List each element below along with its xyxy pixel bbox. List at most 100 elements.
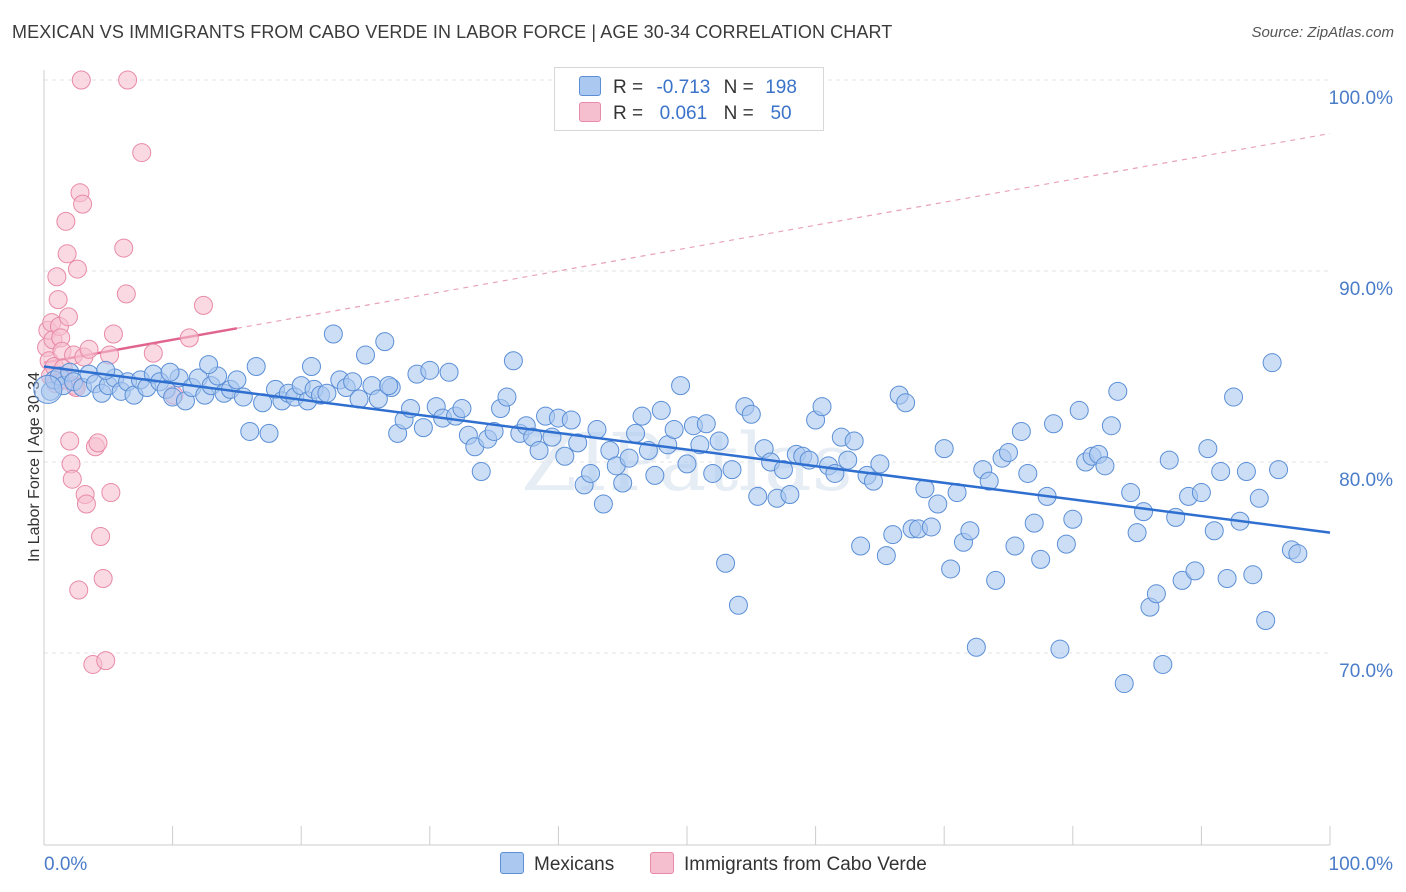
point-mexicans — [696, 414, 716, 434]
point-cabo-verde — [73, 194, 93, 214]
point-mexicans — [1101, 416, 1121, 436]
point-mexicans — [227, 370, 247, 390]
point-mexicans — [690, 435, 710, 455]
gridlines — [44, 79, 1330, 654]
point-mexicans — [941, 559, 961, 579]
point-mexicans — [934, 439, 954, 459]
point-mexicans — [1095, 456, 1115, 476]
point-mexicans — [915, 479, 935, 499]
legend-r-value: 0.061 — [659, 103, 708, 124]
point-mexicans — [581, 463, 601, 483]
point-cabo-verde — [62, 469, 82, 489]
point-mexicans — [452, 399, 472, 419]
point-cabo-verde — [114, 238, 134, 258]
point-mexicans — [851, 536, 871, 556]
point-mexicans — [1146, 584, 1166, 604]
point-mexicans — [1288, 544, 1308, 564]
point-mexicans — [413, 418, 433, 438]
point-mexicans — [568, 433, 588, 453]
point-cabo-verde — [132, 143, 152, 163]
point-mexicans — [420, 360, 440, 380]
point-cabo-verde — [88, 433, 108, 453]
point-mexicans — [664, 420, 684, 440]
point-cabo-verde — [116, 284, 136, 304]
point-mexicans — [1159, 450, 1179, 470]
point-cabo-verde — [96, 651, 116, 671]
point-cabo-verde — [118, 70, 138, 90]
point-mexicans — [870, 454, 890, 474]
legend-row-mexicans: R = -0.713 N = 198 — [579, 76, 803, 100]
point-mexicans — [896, 393, 916, 413]
point-mexicans — [1063, 509, 1083, 529]
point-mexicans — [986, 570, 1006, 590]
point-mexicans — [716, 553, 736, 573]
point-mexicans — [1018, 463, 1038, 483]
point-mexicans — [613, 473, 633, 493]
y-tick-label: 70.0% — [1339, 661, 1393, 682]
point-mexicans — [863, 471, 883, 491]
point-mexicans — [96, 360, 116, 380]
point-cabo-verde — [69, 580, 89, 600]
point-cabo-verde — [101, 483, 121, 503]
point-mexicans — [921, 517, 941, 537]
point-mexicans — [677, 454, 697, 474]
points-mexicans — [33, 324, 1308, 694]
legend-swatch-mexicans — [579, 76, 601, 96]
point-mexicans — [1127, 523, 1147, 543]
point-mexicans — [1108, 381, 1128, 401]
point-mexicans — [323, 324, 343, 344]
point-mexicans — [1121, 483, 1141, 503]
legend-n-value: 198 — [765, 77, 797, 98]
point-mexicans — [1134, 502, 1154, 522]
point-cabo-verde — [56, 211, 76, 231]
point-mexicans — [844, 431, 864, 451]
x-tick-label: 100.0% — [1329, 854, 1394, 875]
point-mexicans — [728, 595, 748, 615]
legend-r-label: R = — [613, 77, 644, 98]
point-mexicans — [1198, 439, 1218, 459]
point-mexicans — [439, 362, 459, 382]
point-cabo-verde — [47, 267, 67, 287]
point-mexicans — [471, 462, 491, 482]
point-mexicans — [1011, 421, 1031, 441]
point-cabo-verde — [91, 526, 111, 546]
point-mexicans — [587, 420, 607, 440]
point-cabo-verde — [79, 339, 99, 359]
point-mexicans — [529, 441, 549, 461]
point-mexicans — [722, 460, 742, 480]
y-tick-label: 90.0% — [1339, 279, 1393, 300]
point-cabo-verde — [93, 569, 113, 589]
point-mexicans — [356, 345, 375, 365]
point-mexicans — [301, 357, 321, 376]
point-mexicans — [246, 357, 266, 376]
point-mexicans — [343, 372, 363, 392]
point-mexicans — [960, 521, 980, 541]
points-cabo-verde — [37, 70, 213, 674]
point-mexicans — [1069, 400, 1089, 420]
point-mexicans — [317, 383, 337, 403]
point-mexicans — [503, 351, 523, 371]
series-legend-mexicans: Mexicans — [500, 852, 614, 876]
point-mexicans — [1256, 611, 1276, 631]
point-cabo-verde — [179, 328, 199, 348]
point-mexicans — [259, 423, 279, 443]
x-tick-label: 0.0% — [44, 854, 87, 875]
source-label: Source: ZipAtlas.com — [1251, 24, 1394, 41]
point-mexicans — [561, 410, 581, 430]
point-mexicans — [375, 332, 395, 352]
point-mexicans — [1262, 353, 1282, 373]
point-mexicans — [1185, 561, 1205, 581]
point-mexicans — [1191, 483, 1211, 503]
point-mexicans — [876, 546, 896, 566]
point-mexicans — [1204, 521, 1224, 541]
point-mexicans — [626, 423, 646, 443]
point-cabo-verde — [103, 324, 123, 344]
point-mexicans — [1024, 513, 1044, 533]
point-mexicans — [999, 442, 1018, 462]
legend-n-label: N = — [723, 103, 754, 124]
point-cabo-verde — [76, 494, 96, 514]
point-mexicans — [160, 362, 180, 382]
point-mexicans — [240, 421, 260, 441]
y-tick-label: 100.0% — [1329, 88, 1394, 109]
